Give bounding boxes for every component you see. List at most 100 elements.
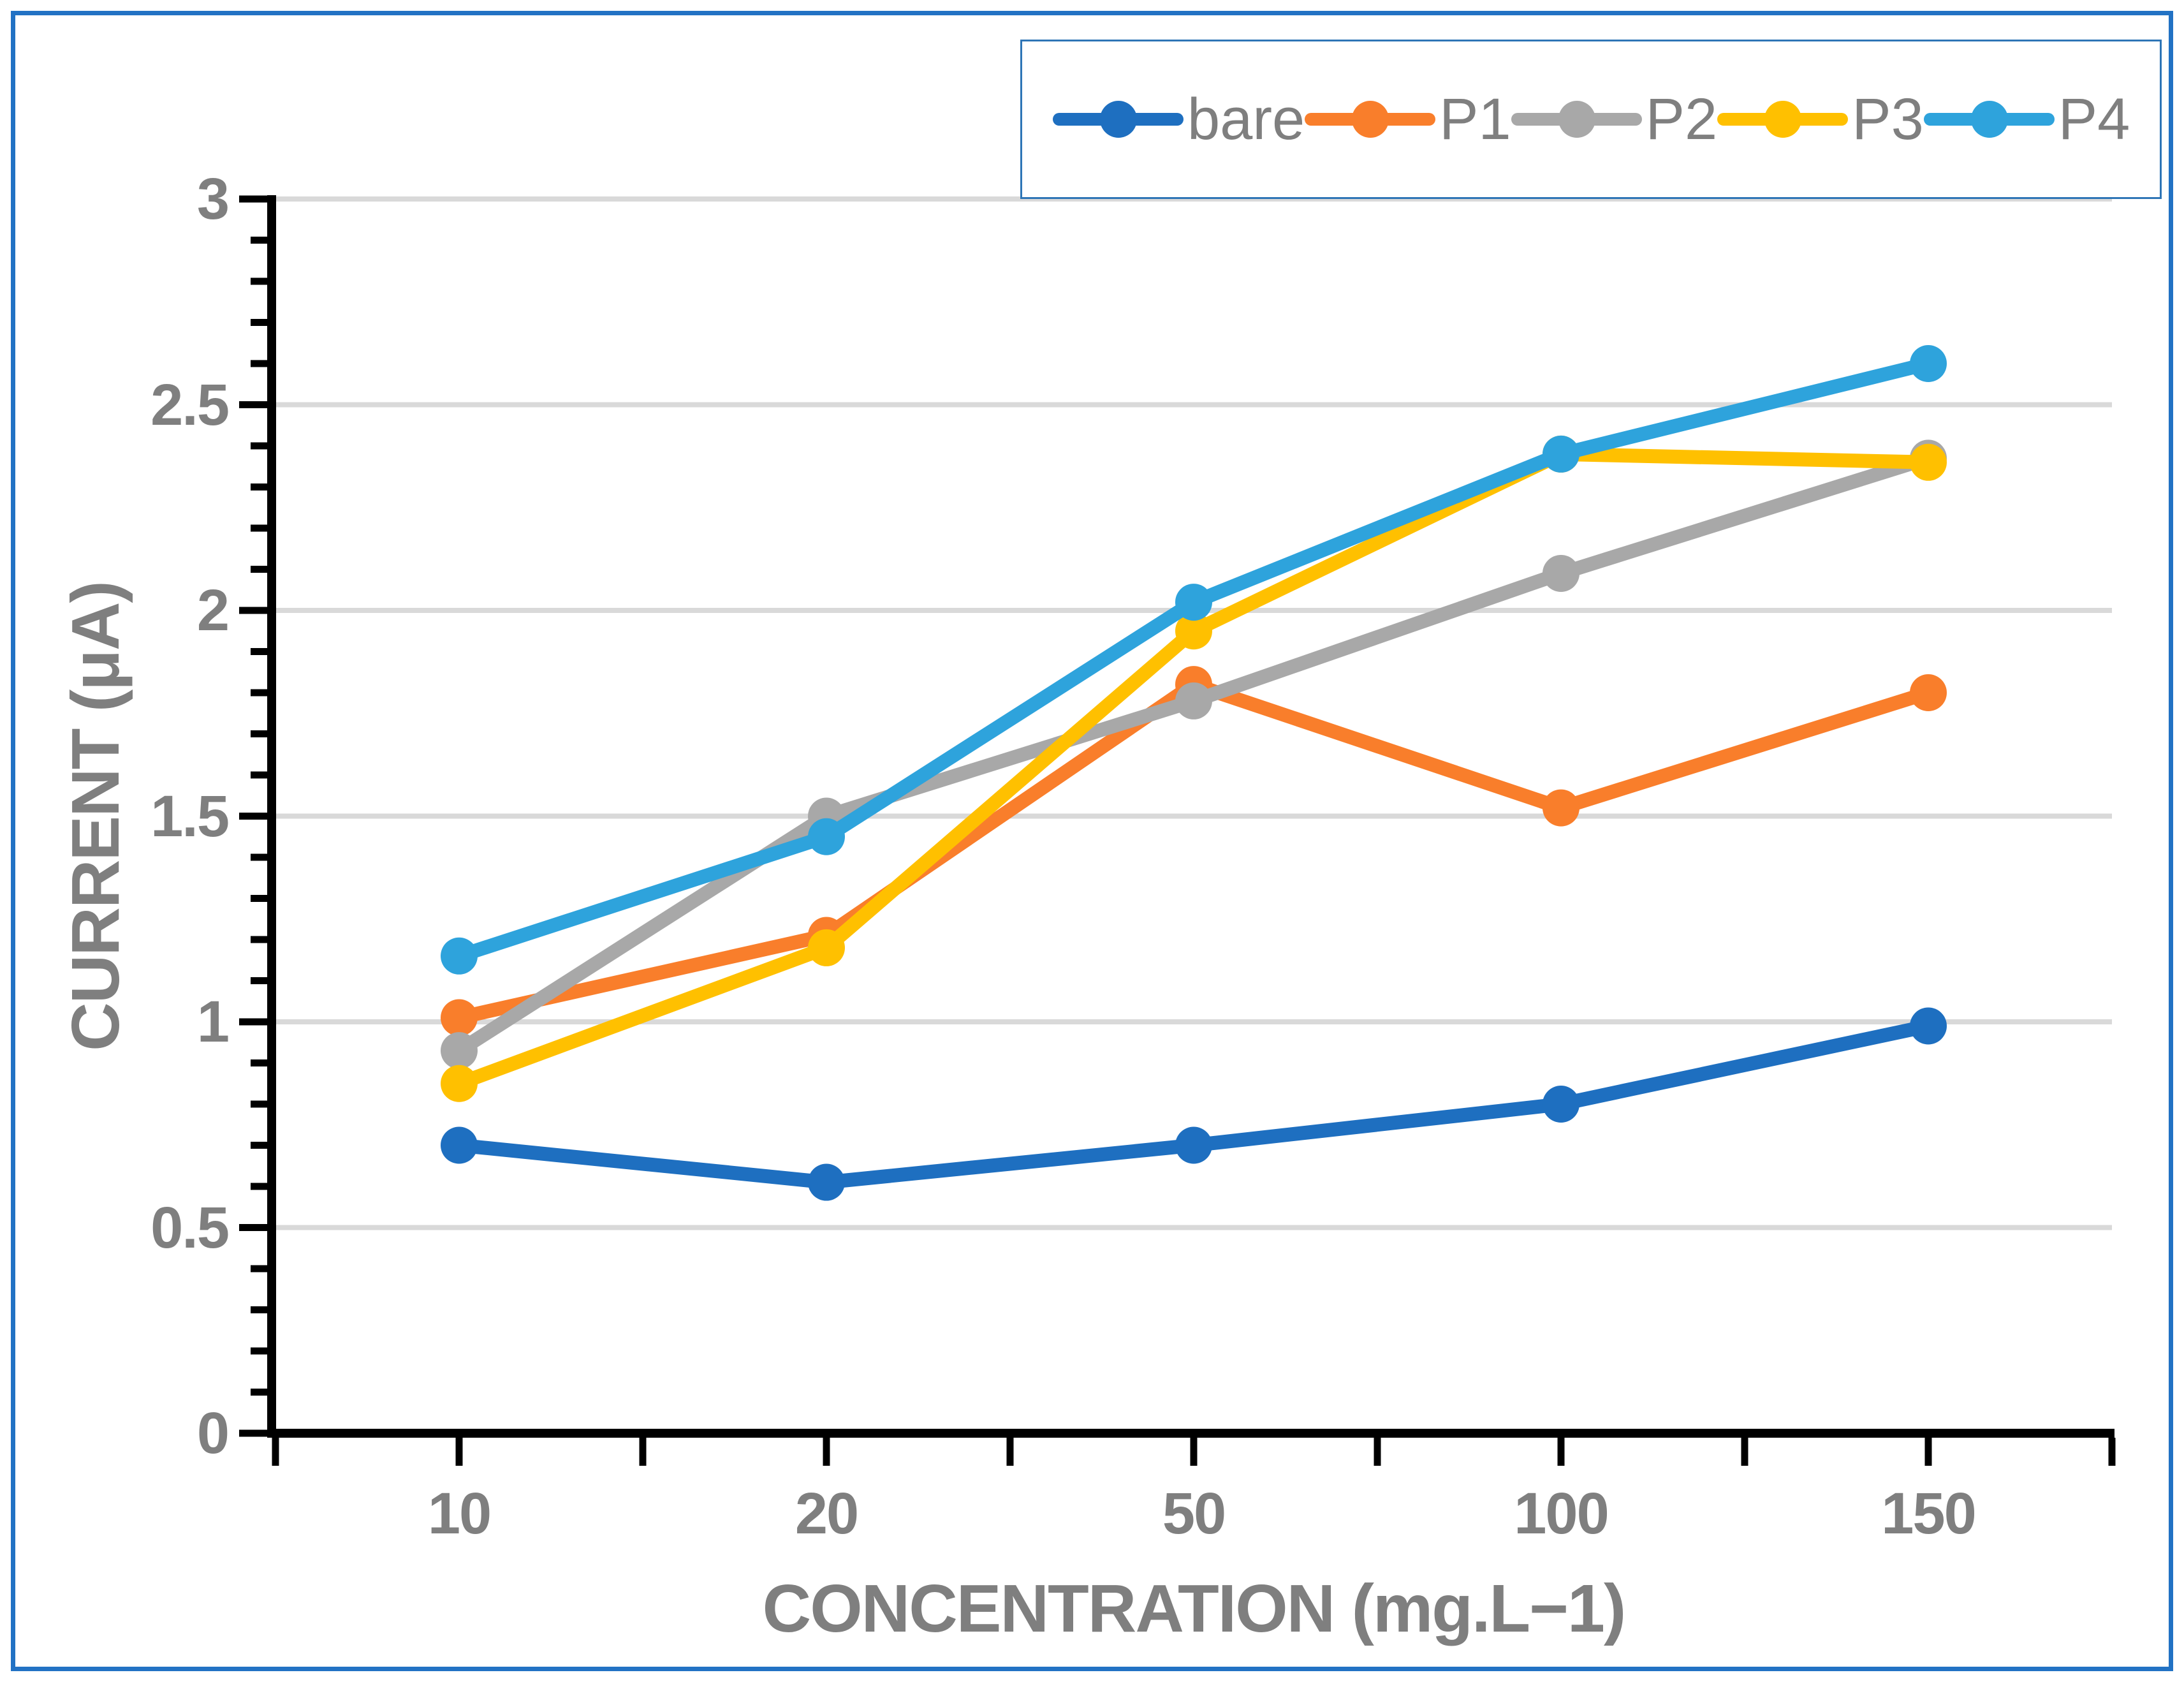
- data-point-bare-10: [441, 1126, 478, 1164]
- legend-dot-icon: [1764, 101, 1802, 138]
- legend-marker-icon: [1511, 100, 1642, 138]
- data-point-P4-100: [1543, 435, 1579, 473]
- legend-item-P3: P3: [1717, 90, 1924, 149]
- y-tick: [251, 771, 267, 779]
- y-tick: [239, 401, 267, 408]
- y-tick: [239, 1018, 267, 1026]
- data-point-P4-50: [1175, 584, 1212, 621]
- x-tick-label: 150: [1881, 1481, 1977, 1546]
- x-tick: [1190, 1438, 1198, 1466]
- legend-label: P3: [1852, 87, 1924, 152]
- y-tick: [251, 319, 267, 326]
- x-tick-label: 50: [1162, 1481, 1226, 1546]
- legend-label: P1: [1439, 87, 1511, 152]
- x-tick-label: 10: [427, 1481, 492, 1546]
- y-tick: [251, 566, 267, 573]
- gridline: [275, 402, 2112, 408]
- series-P1: [441, 666, 1947, 1036]
- data-point-P2-50: [1175, 682, 1212, 719]
- y-tick: [251, 648, 267, 655]
- gridline: [275, 1019, 2112, 1024]
- figure-border: [11, 11, 2173, 1671]
- legend-label: P4: [2058, 87, 2130, 152]
- y-tick: [251, 1389, 267, 1396]
- legend-dot-icon: [1352, 101, 1389, 138]
- y-tick: [251, 895, 267, 902]
- y-tick-label: 1.5: [150, 783, 230, 849]
- legend-label: P2: [1645, 87, 1718, 152]
- x-tick: [1374, 1438, 1381, 1466]
- x-tick: [1741, 1438, 1748, 1466]
- x-tick: [455, 1438, 463, 1466]
- data-point-P2-10: [441, 1032, 478, 1070]
- data-point-P3-10: [441, 1065, 478, 1102]
- legend-marker-icon: [1923, 100, 2055, 138]
- legend-dot-icon: [1100, 101, 1137, 138]
- y-tick: [251, 1265, 267, 1273]
- data-point-P1-100: [1543, 789, 1579, 827]
- series-line-P1: [452, 677, 1935, 1025]
- x-tick-label: 20: [795, 1481, 859, 1546]
- data-point-P3-50: [1175, 612, 1212, 650]
- legend-item-P1: P1: [1305, 90, 1511, 149]
- data-point-P3-20: [808, 929, 845, 966]
- data-point-P4-150: [1910, 345, 1947, 382]
- data-point-P1-10: [441, 999, 478, 1036]
- y-tick: [251, 1059, 267, 1066]
- gridline: [275, 813, 2112, 819]
- y-tick-label: 0.5: [150, 1195, 230, 1260]
- x-axis-line: [267, 1429, 2114, 1438]
- y-tick-label: 1: [196, 989, 230, 1054]
- gridline: [275, 196, 2112, 202]
- x-tick: [272, 1438, 279, 1466]
- data-point-P4-10: [441, 937, 478, 975]
- data-point-bare-150: [1910, 1007, 1947, 1045]
- x-tick: [823, 1438, 830, 1466]
- series-bare: [441, 1007, 1947, 1201]
- x-tick: [639, 1438, 647, 1466]
- y-tick: [251, 936, 267, 943]
- data-point-P2-100: [1543, 554, 1579, 592]
- legend-marker-icon: [1717, 100, 1849, 138]
- y-tick: [251, 442, 267, 450]
- series-P4: [441, 345, 1947, 975]
- x-tick: [2108, 1438, 2116, 1466]
- gridline: [275, 1225, 2112, 1230]
- y-tick: [239, 1429, 267, 1437]
- legend-marker-icon: [1053, 100, 1184, 138]
- legend-item-bare: bare: [1053, 90, 1305, 149]
- y-axis-line: [267, 195, 276, 1438]
- y-tick-label: 2.5: [150, 372, 230, 438]
- y-tick: [239, 195, 267, 203]
- data-point-P3-150: [1910, 443, 1947, 481]
- legend-marker-icon: [1305, 100, 1436, 138]
- y-tick: [251, 1142, 267, 1149]
- x-axis-title: CONCENTRATION (mg.L−1): [762, 1571, 1627, 1646]
- data-point-bare-20: [808, 1163, 845, 1201]
- y-tick: [251, 237, 267, 244]
- legend-item-P4: P4: [1923, 87, 2130, 152]
- x-tick: [1557, 1438, 1565, 1466]
- y-tick: [251, 853, 267, 861]
- y-tick: [251, 1347, 267, 1355]
- legend-dot-icon: [1558, 101, 1595, 138]
- y-tick: [239, 813, 267, 820]
- x-tick: [1006, 1438, 1014, 1466]
- y-tick: [251, 689, 267, 697]
- y-tick: [239, 607, 267, 614]
- legend-dot-icon: [1970, 101, 2008, 138]
- x-tick: [1924, 1438, 1932, 1466]
- legend-item-P2: P2: [1511, 87, 1718, 152]
- data-point-P4-20: [808, 818, 845, 855]
- y-axis-title: CURRENT (μA): [58, 582, 133, 1051]
- y-tick-label: 2: [196, 578, 230, 643]
- data-point-bare-100: [1543, 1086, 1579, 1123]
- legend: bare P1 P2 P3 P4: [1020, 40, 2162, 199]
- x-tick-label: 100: [1514, 1481, 1609, 1546]
- y-tick: [239, 1224, 267, 1231]
- y-tick: [251, 1306, 267, 1313]
- data-point-bare-50: [1175, 1126, 1212, 1164]
- y-tick: [251, 1100, 267, 1108]
- y-tick-label: 0: [196, 1401, 230, 1466]
